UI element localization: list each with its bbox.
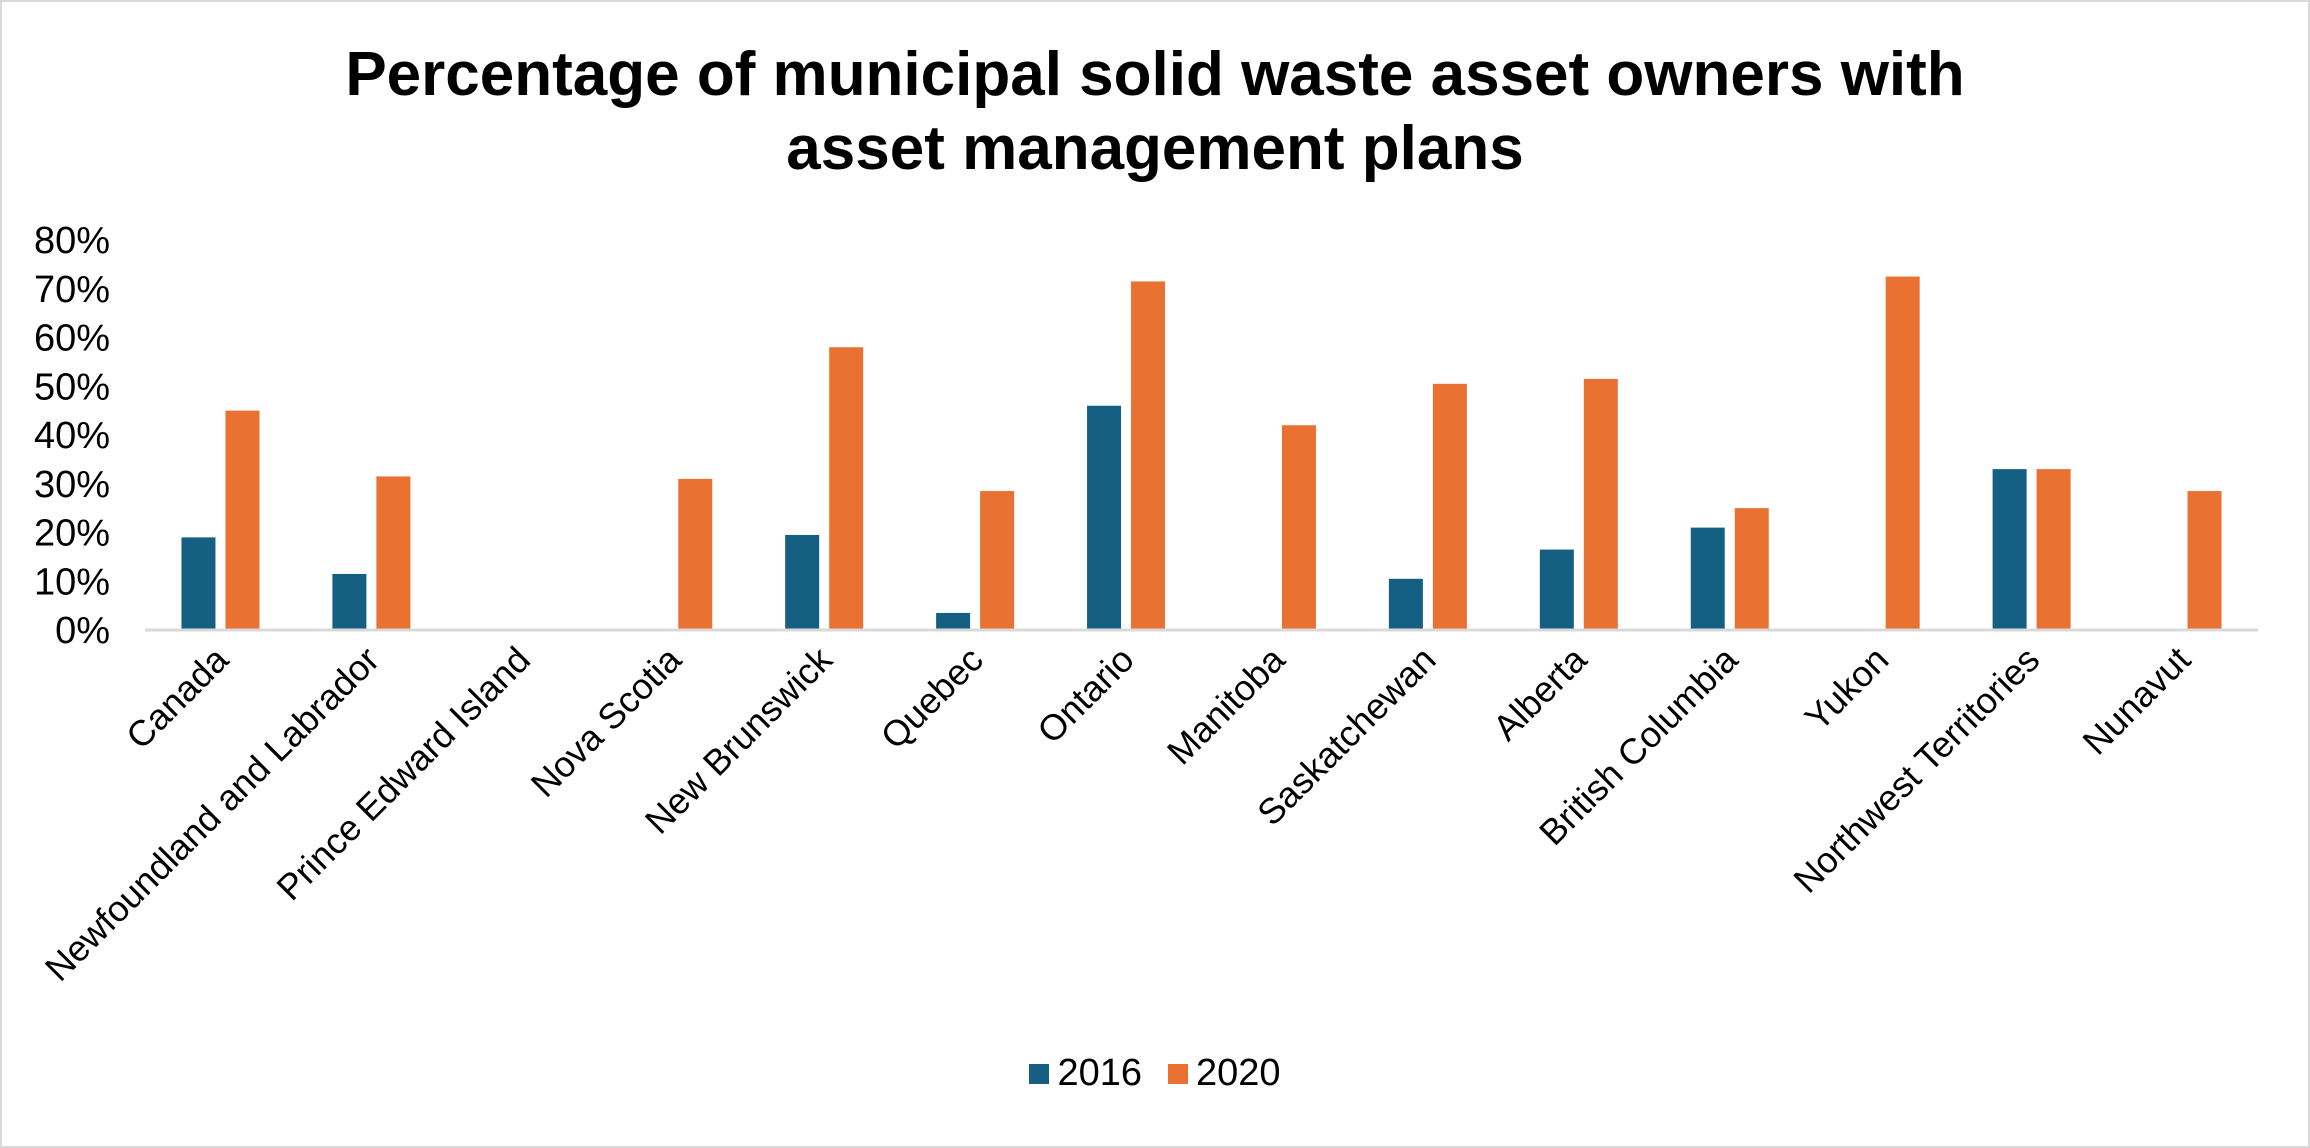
y-tick-label: 0% (55, 610, 110, 652)
chart-title-line-2: asset management plans (786, 114, 1524, 183)
bar-2020 (1131, 281, 1166, 630)
x-tick-label: Alberta (1485, 638, 1595, 748)
bar-2020 (2187, 491, 2222, 630)
y-tick-label: 50% (34, 366, 110, 408)
bars (181, 276, 2222, 630)
bar-2016 (1388, 578, 1423, 630)
legend-item-2016: 2016 (1029, 1052, 1142, 1095)
y-tick-label: 30% (34, 464, 110, 506)
legend-label-2016: 2016 (1057, 1052, 1142, 1094)
bar-2016 (332, 573, 367, 630)
x-tick-label: Quebec (873, 639, 991, 757)
legend-label-2020: 2020 (1196, 1052, 1281, 1094)
legend-item-2020: 2020 (1168, 1052, 1281, 1095)
bar-2020 (678, 478, 713, 630)
x-tick-label: Nunavut (2074, 639, 2198, 763)
x-tick-label: Nova Scotia (523, 638, 690, 805)
y-tick-label: 10% (34, 561, 110, 603)
chart-title-line-1: Percentage of municipal solid waste asse… (345, 40, 1965, 109)
bar-2016 (1690, 527, 1725, 630)
bar-2016 (936, 612, 971, 630)
bar-2020 (376, 476, 411, 630)
bar-2016 (1539, 549, 1574, 630)
bar-2020 (2036, 469, 2071, 630)
bar-2020 (225, 410, 260, 630)
bar-2020 (1583, 378, 1618, 630)
y-tick-label: 60% (34, 318, 110, 360)
chart-title: Percentage of municipal solid waste asse… (0, 38, 2310, 186)
y-tick-label: 20% (34, 513, 110, 555)
bar-2020 (1734, 508, 1769, 630)
bar-2016 (1992, 469, 2027, 630)
bar-2016 (785, 534, 820, 630)
bar-2020 (1281, 425, 1316, 630)
y-tick-label: 80% (34, 220, 110, 262)
bar-2020 (980, 491, 1015, 630)
y-tick-label: 40% (34, 415, 110, 457)
bar-2020 (829, 347, 864, 630)
legend-swatch-2020 (1168, 1063, 1188, 1084)
bar-2020 (1885, 276, 1920, 630)
legend: 2016 2020 (0, 1052, 2310, 1095)
x-tick-label: Yukon (1797, 639, 1897, 739)
bar-2020 (1432, 383, 1467, 630)
bar-2016 (1087, 405, 1122, 630)
x-tick-label: Ontario (1029, 639, 1141, 751)
x-tick-label: Canada (118, 638, 237, 757)
x-tick-label: Northwest Territories (1785, 639, 2047, 901)
y-axis-ticks: 0% 10% 20% 30% 40% 50% 60% 70% 80% (34, 220, 110, 652)
legend-swatch-2016 (1029, 1063, 1050, 1084)
x-tick-label: Manitoba (1159, 638, 1293, 772)
bar-2016 (181, 537, 216, 630)
x-tick-label: Prince Edward Island (268, 639, 538, 909)
y-tick-label: 70% (34, 269, 110, 311)
